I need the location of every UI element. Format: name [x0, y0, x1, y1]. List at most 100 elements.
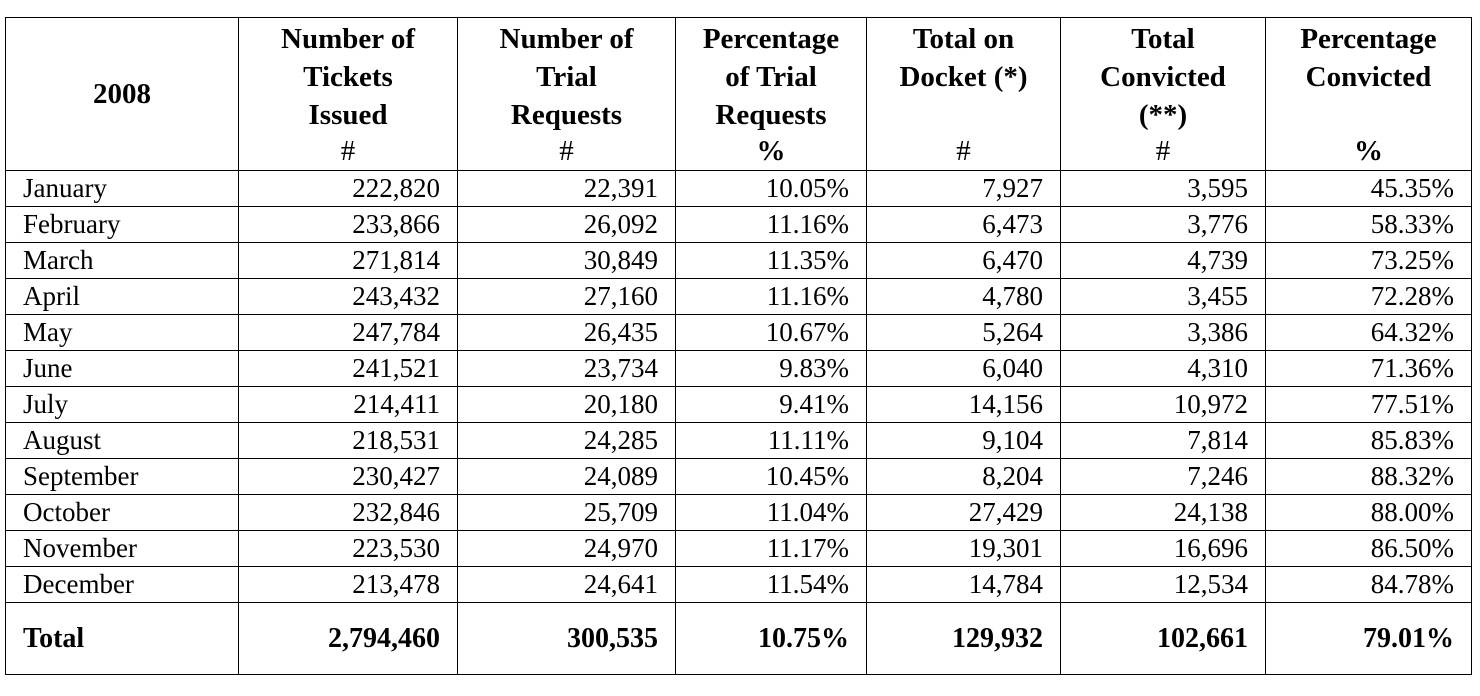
table-row: December 213,478 24,641 11.54% 14,784 12,534 8…: [5, 566, 1472, 603]
total-on-docket-cell: 19,301: [866, 530, 1061, 567]
pct-convicted-cell: 88.32%: [1265, 458, 1472, 495]
total-on-docket-cell: 27,429: [866, 494, 1061, 531]
table-row: April 243,432 27,160 11.16% 4,780 3,455 72.28%: [5, 278, 1472, 315]
table-row: January 222,820 22,391 10.05% 7,927 3,595 45.3…: [5, 170, 1472, 207]
pct-trial-requests-cell: 11.54%: [675, 566, 867, 603]
unit-label: #: [956, 135, 971, 167]
header-line: Docket (*): [899, 61, 1028, 93]
month-cell: November: [5, 530, 239, 567]
month-cell: December: [5, 566, 239, 603]
total-on-docket-cell: 9,104: [866, 422, 1061, 459]
table-row: February 233,866 26,092 11.16% 6,473 3,776 58.…: [5, 206, 1472, 243]
header-line: Convicted: [1100, 61, 1226, 93]
pct-convicted-cell: 73.25%: [1265, 242, 1472, 279]
total-on-docket-cell: 8,204: [866, 458, 1061, 495]
month-cell: April: [5, 278, 239, 315]
trial-requests-cell: 20,180: [457, 386, 676, 423]
total-convicted-cell: 10,972: [1060, 386, 1266, 423]
trial-requests-cell: 26,435: [457, 314, 676, 351]
month-cell: June: [5, 350, 239, 387]
tickets-issued-cell: 247,784: [238, 314, 458, 351]
total-convicted-cell: 3,595: [1060, 170, 1266, 207]
total-convicted-cell: 3,386: [1060, 314, 1266, 351]
month-cell: January: [5, 170, 239, 207]
col-header-trial-requests: Number of Trial Requests #: [457, 17, 676, 171]
pct-convicted-cell: 88.00%: [1265, 494, 1472, 531]
header-line: Percentage: [702, 23, 840, 55]
pct-convicted-cell: 45.35%: [1265, 170, 1472, 207]
month-cell: August: [5, 422, 239, 459]
trial-requests-cell: 30,849: [457, 242, 676, 279]
total-convicted-cell: 7,814: [1060, 422, 1266, 459]
pct-convicted-cell: 86.50%: [1265, 530, 1472, 567]
trial-requests-cell: 22,391: [457, 170, 676, 207]
table-row: March 271,814 30,849 11.35% 6,470 4,739 73.25%: [5, 242, 1472, 279]
total-on-docket-cell: 14,156: [866, 386, 1061, 423]
pct-trial-requests-cell: 11.35%: [675, 242, 867, 279]
total-convicted-cell: 12,534: [1060, 566, 1266, 603]
table-row: May 247,784 26,435 10.67% 5,264 3,386 64.32%: [5, 314, 1472, 351]
pct-trial-requests-cell: 11.16%: [675, 278, 867, 315]
table-row: August 218,531 24,285 11.11% 9,104 7,814 85.83…: [5, 422, 1472, 459]
pct-convicted-cell: 64.32%: [1265, 314, 1472, 351]
header-line: Trial: [536, 61, 597, 93]
total-on-docket-cell: 5,264: [866, 314, 1061, 351]
trial-requests-cell: 26,092: [457, 206, 676, 243]
tickets-issued-cell: 214,411: [238, 386, 458, 423]
total-convicted-cell: 16,696: [1060, 530, 1266, 567]
pct-trial-requests-cell: 10.05%: [675, 170, 867, 207]
header-line: Issued: [308, 99, 388, 131]
tickets-issued-cell: 230,427: [238, 458, 458, 495]
total-label: Total: [5, 602, 239, 675]
ticket-statistics-table: 2008 Number of Tickets Issued # Number o…: [5, 17, 1472, 675]
tickets-issued-cell: 223,530: [238, 530, 458, 567]
total-convicted-cell: 3,776: [1060, 206, 1266, 243]
total-convicted-cell: 4,739: [1060, 242, 1266, 279]
total-on-docket-cell: 6,470: [866, 242, 1061, 279]
total-convicted-cell: 7,246: [1060, 458, 1266, 495]
tickets-issued-cell: 233,866: [238, 206, 458, 243]
col-header-tickets-issued: Number of Tickets Issued #: [238, 17, 458, 171]
unit-label: #: [340, 135, 356, 167]
total-on-docket-cell: 6,040: [866, 350, 1061, 387]
total-on-docket: 129,932: [866, 602, 1061, 675]
month-cell: July: [5, 386, 239, 423]
header-line: Percentage: [1300, 23, 1437, 55]
trial-requests-cell: 24,285: [457, 422, 676, 459]
pct-trial-requests-cell: 11.17%: [675, 530, 867, 567]
col-header-pct-convicted: Percentage Convicted %: [1265, 17, 1472, 171]
col-header-total-on-docket: Total on Docket (*) #: [866, 17, 1061, 171]
pct-trial-requests-cell: 11.04%: [675, 494, 867, 531]
trial-requests-cell: 24,641: [457, 566, 676, 603]
month-cell: September: [5, 458, 239, 495]
unit-label: #: [559, 135, 574, 167]
pct-trial-requests-cell: 11.11%: [675, 422, 867, 459]
month-cell: February: [5, 206, 239, 243]
trial-requests-cell: 25,709: [457, 494, 676, 531]
tickets-issued-cell: 241,521: [238, 350, 458, 387]
total-convicted-cell: 4,310: [1060, 350, 1266, 387]
total-pct-trial-requests: 10.75%: [675, 602, 867, 675]
tickets-issued-cell: 218,531: [238, 422, 458, 459]
pct-convicted-cell: 84.78%: [1265, 566, 1472, 603]
total-on-docket-cell: 14,784: [866, 566, 1061, 603]
table-row: November 223,530 24,970 11.17% 19,301 16,696 8…: [5, 530, 1472, 567]
total-convicted-cell: 24,138: [1060, 494, 1266, 531]
total-on-docket-cell: 7,927: [866, 170, 1061, 207]
table-row: September 230,427 24,089 10.45% 8,204 7,246 88…: [5, 458, 1472, 495]
trial-requests-cell: 24,970: [457, 530, 676, 567]
trial-requests-cell: 23,734: [457, 350, 676, 387]
pct-trial-requests-cell: 10.45%: [675, 458, 867, 495]
header-line: Total on: [912, 23, 1015, 55]
pct-convicted-cell: 85.83%: [1265, 422, 1472, 459]
table-row: June 241,521 23,734 9.83% 6,040 4,310 71.36%: [5, 350, 1472, 387]
pct-convicted-cell: 71.36%: [1265, 350, 1472, 387]
pct-trial-requests-cell: 10.67%: [675, 314, 867, 351]
tickets-issued-cell: 243,432: [238, 278, 458, 315]
total-convicted: 102,661: [1060, 602, 1266, 675]
unit-label: %: [1354, 135, 1383, 167]
header-row: 2008 Number of Tickets Issued # Number o…: [5, 17, 1472, 171]
total-tickets-issued: 2,794,460: [238, 602, 458, 675]
month-cell: May: [5, 314, 239, 351]
header-line: Number of: [499, 23, 634, 55]
